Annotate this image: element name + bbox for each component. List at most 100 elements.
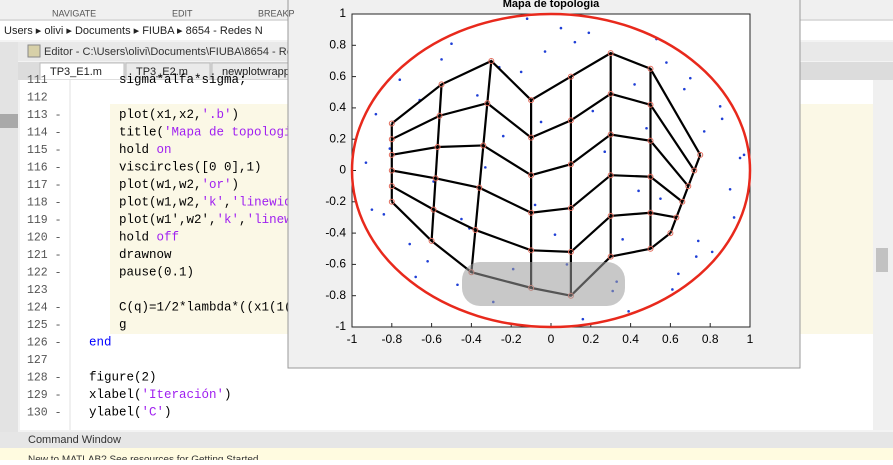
y-tick-label: 0.8 [329, 37, 346, 51]
code-line: ylabel('C') [89, 406, 172, 420]
mesh-node [388, 120, 395, 127]
mesh-node [691, 167, 698, 174]
code-token: off [157, 231, 180, 245]
scatter-point [581, 317, 585, 321]
code-line: title('Mapa de topologi [89, 126, 292, 140]
line-number: 115 - [27, 144, 62, 157]
mesh-node [673, 214, 680, 221]
line-number: 130 - [27, 407, 62, 420]
scatter-point [720, 117, 724, 121]
tab-label[interactable]: TP3_E2.m [136, 66, 188, 78]
scatter-point [398, 78, 402, 82]
mesh-node [607, 253, 614, 260]
x-tick-label: -1 [347, 332, 358, 346]
y-tick-label: 0.2 [329, 131, 346, 145]
scatter-point [426, 259, 429, 263]
line-number: 118 - [27, 197, 62, 210]
gutter-marker [0, 114, 18, 128]
scatter-point [665, 61, 668, 64]
toolstrip-section[interactable]: BREAKP [258, 8, 295, 18]
scatter-point [533, 203, 537, 207]
code-line: C(q)=1/2*lambda*((x1(1( [89, 301, 292, 315]
mesh-node [567, 205, 574, 212]
mesh-node [528, 209, 535, 216]
scatter-point [738, 156, 742, 160]
code-token: pause(0.1) [89, 266, 194, 280]
mesh-node [647, 65, 654, 72]
scatter-point [519, 70, 523, 74]
scatter-point [677, 272, 680, 276]
command-window-banner [0, 448, 893, 460]
toolstrip-section[interactable]: EDIT [172, 8, 193, 18]
line-number: 123 [27, 284, 48, 297]
code-token: C(q)=1/2*lambda*((x1(1( [89, 301, 292, 315]
x-tick-label: 0.6 [662, 332, 679, 346]
scatter-point [627, 310, 630, 313]
command-window-message: New to MATLAB? See resources for Getting… [28, 455, 261, 460]
y-tick-label: 0 [339, 163, 346, 177]
scatter-point [388, 147, 392, 150]
scatter-point [382, 213, 386, 216]
code-token: , [239, 213, 247, 227]
mesh-node [567, 161, 574, 168]
code-line: hold off [89, 231, 179, 245]
mesh-node [388, 198, 395, 205]
mesh-node [484, 100, 491, 107]
scatter-point [621, 238, 624, 241]
code-token: g [89, 318, 127, 332]
line-number: 127 [27, 354, 48, 367]
command-window-title: Command Window [28, 434, 121, 446]
line-number: 121 - [27, 249, 62, 262]
y-tick-label: 1 [339, 6, 346, 20]
x-tick-label: 0.4 [622, 332, 639, 346]
toolstrip-section[interactable]: NAVIGATE [52, 8, 96, 18]
breadcrumb[interactable]: Users ▸ olivi ▸ Documents ▸ FIUBA ▸ 8654… [4, 25, 263, 37]
scatter-point [408, 242, 412, 246]
mesh-node [607, 212, 614, 219]
code-line: xlabel('Iteración') [89, 388, 232, 402]
circle [350, 12, 752, 329]
mesh-node [567, 117, 574, 124]
y-tick-label: -0.6 [325, 257, 346, 271]
mesh-node [647, 137, 654, 144]
code-line: viscircles([0 0],1) [89, 161, 262, 175]
mesh-row [391, 92, 696, 172]
scatter-point [694, 255, 698, 258]
mesh-row [391, 169, 684, 214]
code-line: g [89, 318, 127, 332]
video-overlay[interactable] [462, 262, 625, 306]
scatter-point [689, 76, 692, 80]
mesh-node [685, 183, 692, 190]
mesh-row [391, 133, 690, 187]
scatter-point [525, 17, 529, 20]
code-token: 'k' [202, 196, 225, 210]
code-token: figure(2) [89, 371, 157, 385]
mesh-node [647, 209, 654, 216]
mesh-node [697, 151, 704, 158]
code-token: , [224, 196, 232, 210]
tab-label[interactable]: TP3_E1.m [50, 66, 102, 78]
scatter-point [587, 31, 591, 35]
mesh-node [388, 151, 395, 158]
line-number: 129 - [27, 389, 62, 402]
code-token: ) [224, 388, 232, 402]
mesh-node [472, 226, 479, 233]
code-lines: 111 sigma*alfa*sigma; 112 113 - plot(x1,x2… [27, 73, 292, 420]
mesh-column [430, 84, 443, 241]
code-line: plot(w1,w2,'or') [89, 178, 239, 192]
x-tick-label: 0 [548, 332, 555, 346]
scatter-point [374, 112, 378, 116]
scatter-point [728, 187, 732, 191]
code-token: ) [164, 406, 172, 420]
line-number: 122 - [27, 267, 62, 280]
scroll-thumb[interactable] [876, 248, 888, 272]
code-token: drawnow [89, 248, 172, 262]
line-number: 119 - [27, 214, 62, 227]
tab-label[interactable]: newplotwrappe [222, 66, 296, 78]
mesh-node [434, 144, 441, 151]
scatter-point [645, 126, 648, 130]
code-line: plot(x1,x2,'.b') [89, 108, 239, 122]
code-token: viscircles([0 0],1) [89, 161, 262, 175]
line-number: 113 - [27, 109, 62, 122]
x-tick-label: -0.2 [501, 332, 522, 346]
